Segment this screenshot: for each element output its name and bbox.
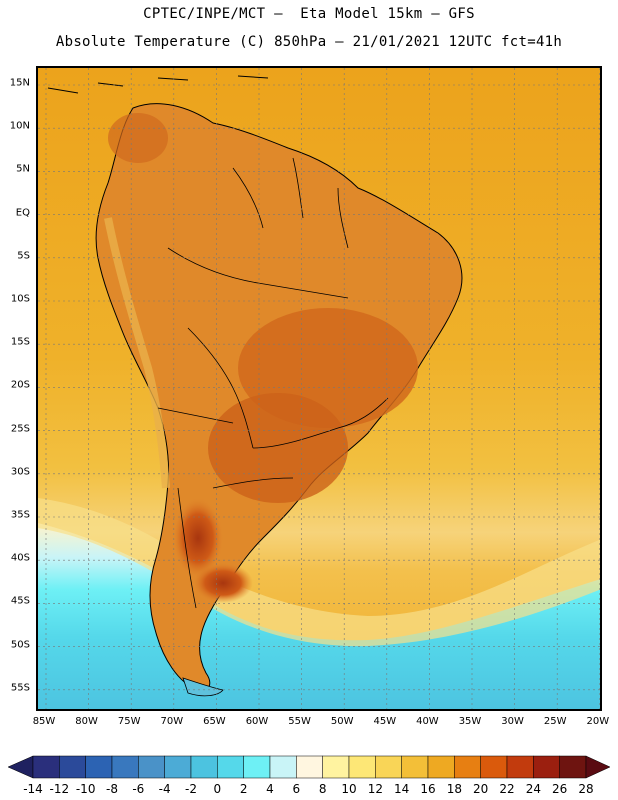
latitude-label: 50S bbox=[10, 639, 30, 651]
colorbar-tick-label: 2 bbox=[239, 782, 248, 796]
colorbar-tick-label: 20 bbox=[473, 782, 489, 796]
colorbar-swatch bbox=[111, 755, 139, 779]
map-panel bbox=[36, 66, 602, 711]
longitude-label: 80W bbox=[75, 716, 98, 727]
colorbar-swatch bbox=[269, 755, 297, 779]
colorbar-swatch bbox=[217, 755, 244, 779]
colorbar-swatch bbox=[85, 755, 113, 779]
hot-region-north bbox=[108, 113, 168, 163]
hot-region-patagonia bbox=[173, 498, 223, 578]
map-title: CPTEC/INPE/MCT – Eta Model 15km – GFS bbox=[143, 6, 475, 22]
longitude-label: 20W bbox=[586, 716, 610, 727]
longitude-label: 35W bbox=[458, 716, 482, 727]
latitude-label: 5S bbox=[17, 250, 30, 262]
latitude-label: 30S bbox=[10, 466, 30, 478]
colorbar-swatch bbox=[138, 755, 165, 779]
colorbar-swatch bbox=[506, 755, 534, 779]
longitude-label: 30W bbox=[501, 716, 524, 727]
longitude-label: 60W bbox=[245, 716, 269, 727]
latitude-label: 40S bbox=[10, 552, 30, 564]
colorbar-tick-label: 22 bbox=[499, 782, 515, 796]
longitude-label: 50W bbox=[330, 716, 354, 727]
latitude-label: EQ bbox=[15, 207, 30, 219]
colorbar-swatch bbox=[59, 755, 86, 779]
longitude-label: 75W bbox=[117, 716, 141, 727]
colorbar-swatch bbox=[322, 755, 350, 779]
colorbar-swatch bbox=[401, 755, 429, 779]
colorbar-tick-label: 18 bbox=[446, 782, 462, 796]
graticule bbox=[38, 68, 600, 709]
longitude-label: 55W bbox=[288, 716, 311, 727]
latitude-label: 5N bbox=[16, 163, 30, 175]
colorbar-tick-label: 24 bbox=[525, 782, 541, 796]
colorbar-tick-label: 0 bbox=[213, 782, 222, 796]
latitude-label: 20S bbox=[10, 379, 30, 391]
colorbar-tick-label: -6 bbox=[132, 782, 145, 796]
caribbean-islands bbox=[47, 75, 269, 94]
latitude-label: 25S bbox=[10, 423, 30, 435]
colorbar-tick-label: 14 bbox=[394, 782, 410, 796]
colorbar-tick-label: -2 bbox=[185, 782, 197, 796]
latitude-label: 45S bbox=[10, 595, 30, 607]
latitude-label: 35S bbox=[10, 509, 30, 521]
country-borders bbox=[157, 157, 389, 609]
colorbar-max-arrow bbox=[585, 755, 611, 779]
colorbar-tick-label: -12 bbox=[49, 782, 70, 796]
map-subtitle: Absolute Temperature (C) 850hPa – 21/01/… bbox=[55, 34, 563, 50]
colorbar-min-arrow bbox=[7, 755, 34, 779]
colorbar-tick-label: -4 bbox=[158, 782, 171, 796]
longitude-label: 45W bbox=[373, 716, 397, 727]
longitude-label: 70W bbox=[160, 716, 184, 727]
colorbar-swatch bbox=[296, 755, 323, 779]
colorbar-tick-label: 6 bbox=[292, 782, 301, 796]
colorbar-tick-label: 10 bbox=[341, 782, 357, 796]
hot-region-patagonia-south bbox=[193, 563, 253, 603]
colorbar-swatch bbox=[32, 755, 60, 779]
temperature-field-map bbox=[38, 68, 600, 709]
colorbar-swatch bbox=[559, 755, 587, 779]
colorbar-swatch bbox=[164, 755, 192, 779]
tierra-del-fuego bbox=[182, 677, 224, 697]
colorbar-tick-label: 26 bbox=[552, 782, 568, 796]
colorbar-tick-label: 8 bbox=[318, 782, 327, 796]
colorbar-swatch bbox=[375, 755, 402, 779]
colorbar-tick-label: 16 bbox=[420, 782, 436, 796]
latitude-label: 15N bbox=[9, 77, 30, 89]
transition-band bbox=[38, 498, 600, 647]
colorbar-tick-label: -8 bbox=[106, 782, 118, 796]
hot-region-central bbox=[208, 393, 348, 503]
longitude-label: 65W bbox=[203, 716, 226, 727]
colorbar-swatch bbox=[427, 755, 455, 779]
colorbar-swatch bbox=[243, 755, 271, 779]
latitude-label: 55S bbox=[10, 682, 30, 694]
colorbar-swatch bbox=[480, 755, 508, 779]
colorbar-tick-label: 28 bbox=[578, 782, 594, 796]
colorbar-tick-label: -14 bbox=[23, 782, 43, 796]
colorbar-tick-label: -10 bbox=[75, 782, 96, 796]
colorbar-tick-label: 12 bbox=[367, 782, 383, 796]
colorbar-swatch bbox=[348, 755, 376, 779]
longitude-label: 85W bbox=[32, 716, 56, 727]
colorbar-swatch bbox=[533, 755, 560, 779]
longitude-label: 25W bbox=[543, 716, 567, 727]
longitude-label: 40W bbox=[416, 716, 439, 727]
colorbar-swatch bbox=[454, 755, 481, 779]
colorbar bbox=[7, 755, 611, 779]
colorbar-swatch bbox=[190, 755, 218, 779]
colorbar-tick-label: 4 bbox=[266, 782, 274, 796]
latitude-label: 15S bbox=[10, 336, 30, 348]
latitude-label: 10N bbox=[9, 120, 30, 132]
andes-cooler-strip bbox=[104, 217, 170, 489]
latitude-label: 10S bbox=[10, 293, 30, 305]
